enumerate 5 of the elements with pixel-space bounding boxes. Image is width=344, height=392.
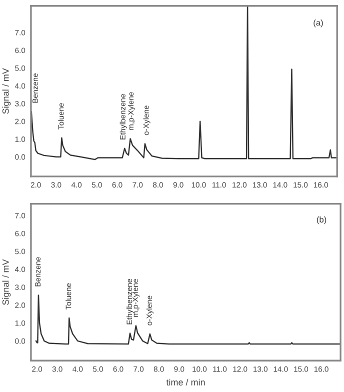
- y-axis-title: Signal / mV: [2, 68, 11, 114]
- annotation: (a): [314, 20, 323, 28]
- annotation: (b): [316, 216, 326, 224]
- y-axis-title: Signal / mV: [2, 259, 11, 305]
- x-axis-title: time / min: [166, 378, 205, 386]
